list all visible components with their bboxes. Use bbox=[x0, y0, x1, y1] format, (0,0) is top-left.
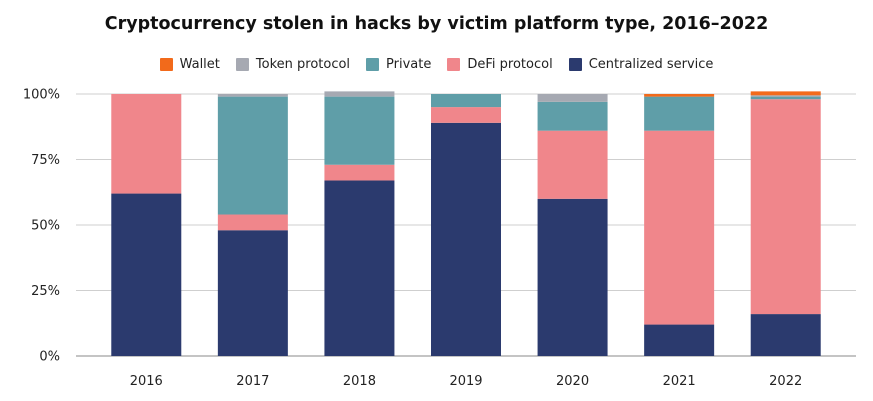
legend-swatch-centralized-service bbox=[568, 58, 582, 71]
y-tick-label: 0% bbox=[39, 350, 60, 365]
x-tick-label: 2021 bbox=[663, 374, 696, 389]
legend-item-centralized-service: Centralized service bbox=[568, 57, 714, 72]
chart-title: Cryptocurrency stolen in hacks by victim… bbox=[104, 14, 769, 34]
y-tick-label: 25% bbox=[31, 284, 60, 299]
bar-2017-centralized-service bbox=[217, 230, 288, 356]
bar-2020-defi-protocol bbox=[537, 130, 608, 199]
bar-2021-centralized-service bbox=[644, 324, 715, 356]
legend-label-defi-protocol: DeFi protocol bbox=[467, 57, 553, 72]
bar-2021-private bbox=[644, 96, 715, 131]
bar-2022-centralized-service bbox=[750, 314, 821, 356]
bar-2017-defi-protocol bbox=[217, 214, 288, 231]
legend-label-private: Private bbox=[386, 57, 432, 72]
y-tick-label: 50% bbox=[31, 219, 60, 234]
legend-item-private: Private bbox=[366, 57, 431, 72]
x-tick-label: 2017 bbox=[236, 374, 269, 389]
legend-item-wallet: Wallet bbox=[159, 57, 220, 72]
bar-2020-private bbox=[537, 101, 608, 131]
bar-2022-token-protocol bbox=[750, 95, 821, 97]
legend-item-token-protocol: Token protocol bbox=[235, 57, 351, 72]
legend-swatch-defi-protocol bbox=[447, 58, 461, 71]
bar-2022-defi-protocol bbox=[750, 99, 821, 315]
bar-2020-centralized-service bbox=[537, 198, 608, 356]
bar-2021-wallet bbox=[644, 94, 715, 97]
x-tick-label: 2016 bbox=[130, 374, 163, 389]
bar-2018-token-protocol bbox=[324, 91, 395, 97]
bar-2016-centralized-service bbox=[111, 193, 182, 356]
bar-2019-defi-protocol bbox=[431, 107, 501, 123]
bar-2017-token-protocol bbox=[217, 94, 288, 97]
legend-swatch-wallet bbox=[159, 58, 173, 71]
bar-2019-centralized-service bbox=[431, 122, 501, 356]
legend-label-wallet: Wallet bbox=[179, 57, 220, 72]
legend-item-defi-protocol: DeFi protocol bbox=[447, 57, 553, 72]
legend-swatch-private bbox=[366, 58, 380, 71]
bar-2020-token-protocol bbox=[537, 94, 608, 102]
x-tick-label: 2019 bbox=[449, 374, 482, 389]
x-tick-label: 2022 bbox=[769, 374, 802, 389]
x-tick-label: 2020 bbox=[556, 374, 589, 389]
legend-swatch-token-protocol bbox=[235, 58, 249, 71]
bar-2018-private bbox=[324, 96, 395, 165]
bar-2018-centralized-service bbox=[324, 180, 395, 356]
bar-2016-defi-protocol bbox=[111, 94, 182, 194]
legend-label-token-protocol: Token protocol bbox=[255, 57, 351, 72]
y-tick-label: 75% bbox=[31, 153, 60, 168]
bar-2021-defi-protocol bbox=[644, 130, 715, 325]
bar-2018-defi-protocol bbox=[324, 164, 395, 181]
legend-label-centralized-service: Centralized service bbox=[588, 57, 714, 72]
x-tick-label: 2018 bbox=[343, 374, 376, 389]
bar-2017-private bbox=[217, 96, 288, 215]
y-tick-label: 100% bbox=[23, 88, 60, 103]
chart-legend: Wallet Token protocol Private DeFi protocol… bbox=[0, 57, 873, 72]
bar-2022-private bbox=[750, 96, 821, 100]
bar-2022-wallet bbox=[750, 91, 821, 96]
bar-2019-private bbox=[431, 94, 501, 108]
